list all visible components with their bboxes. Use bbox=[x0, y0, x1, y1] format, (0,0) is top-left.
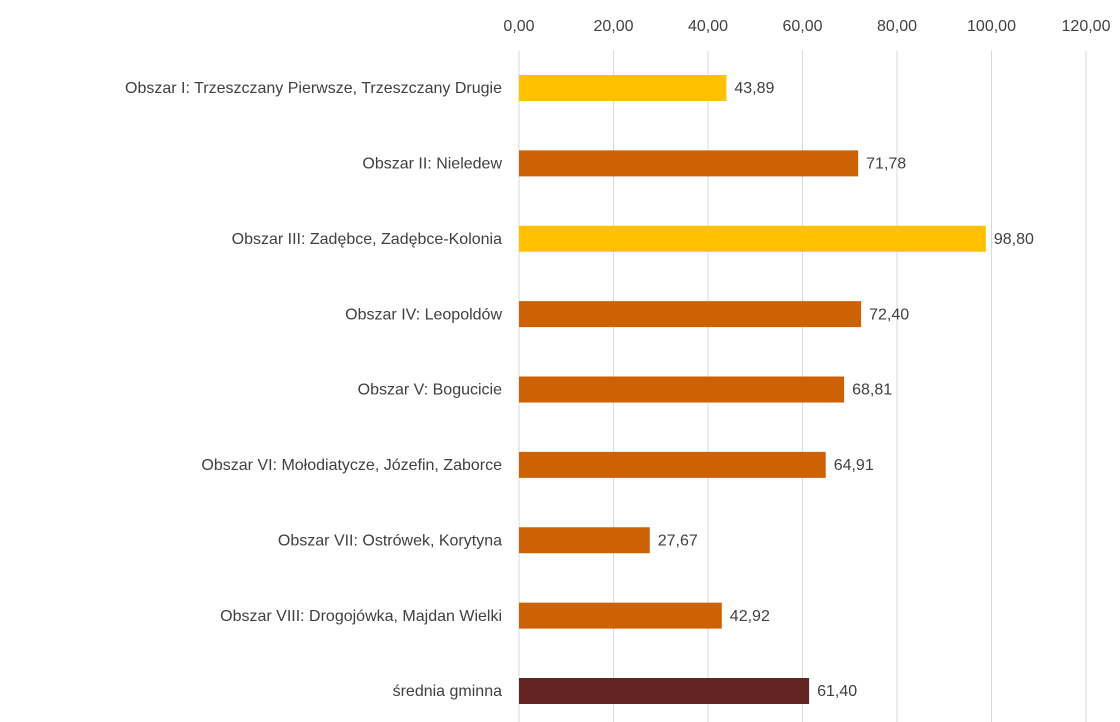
bar bbox=[519, 75, 727, 101]
x-tick-label: 40,00 bbox=[688, 18, 728, 35]
bar bbox=[519, 150, 859, 177]
value-label: 43,89 bbox=[734, 80, 774, 97]
x-tick-label: 60,00 bbox=[782, 18, 822, 35]
bar bbox=[519, 451, 826, 478]
value-label: 27,67 bbox=[658, 532, 698, 549]
value-label: 64,91 bbox=[834, 457, 874, 474]
value-label: 68,81 bbox=[852, 382, 892, 399]
value-label: 42,92 bbox=[730, 608, 770, 625]
y-tick-label: Obszar VII: Ostrówek, Korytyna bbox=[278, 532, 502, 549]
y-tick-label: średnia gminna bbox=[393, 683, 503, 700]
x-tick-label: 20,00 bbox=[593, 18, 633, 35]
y-tick-label: Obszar I: Trzeszczany Pierwsze, Trzeszcz… bbox=[125, 80, 502, 97]
y-tick-label: Obszar VIII: Drogojówka, Majdan Wielki bbox=[220, 608, 502, 625]
value-label: 71,78 bbox=[866, 156, 906, 173]
y-tick-label: Obszar VI: Mołodiatycze, Józefin, Zaborc… bbox=[201, 457, 502, 474]
y-tick-label: Obszar IV: Leopoldów bbox=[345, 306, 502, 323]
x-tick-label: 120,00 bbox=[1062, 18, 1111, 35]
bar bbox=[519, 602, 722, 629]
y-tick-label: Obszar III: Zadębce, Zadębce-Kolonia bbox=[232, 231, 502, 248]
bar bbox=[519, 301, 862, 328]
value-label: 61,40 bbox=[817, 683, 857, 700]
x-tick-label: 100,00 bbox=[967, 18, 1016, 35]
bar bbox=[519, 225, 986, 252]
y-tick-label: Obszar V: Bogucicie bbox=[358, 382, 502, 399]
bar bbox=[519, 678, 810, 704]
x-tick-label: 80,00 bbox=[877, 18, 917, 35]
x-tick-label: 0,00 bbox=[503, 18, 534, 35]
y-tick-label: Obszar II: Nieledew bbox=[362, 156, 502, 173]
value-label: 98,80 bbox=[994, 231, 1034, 248]
bar bbox=[519, 376, 845, 403]
value-label: 72,40 bbox=[869, 306, 909, 323]
bar bbox=[519, 527, 650, 554]
